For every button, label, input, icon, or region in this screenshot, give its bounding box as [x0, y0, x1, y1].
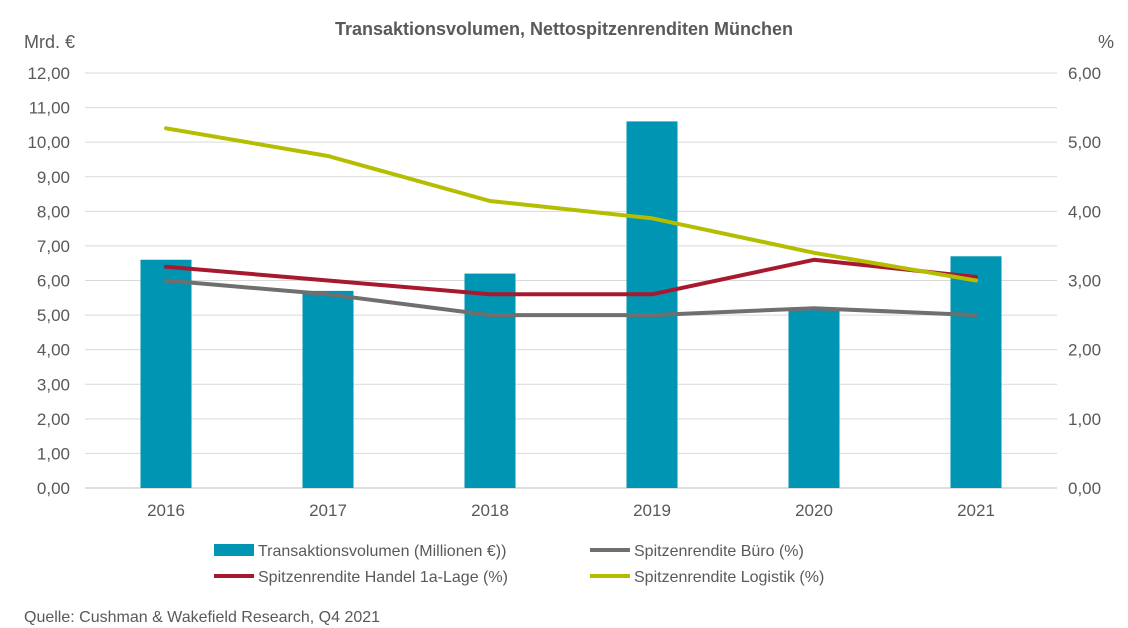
x-tick-label: 2018 [471, 501, 509, 520]
y-left-tick-label: 0,00 [37, 479, 70, 498]
legend-label: Spitzenrendite Logistik (%) [634, 569, 824, 586]
y-right-tick-label: 6,00 [1068, 64, 1101, 83]
y-left-tick-label: 9,00 [37, 168, 70, 187]
y-right-axis: 0,00 1,00 2,00 3,00 4,00 5,00 6,00 [1068, 64, 1101, 498]
y-left-tick-label: 12,00 [27, 64, 70, 83]
source-note: Quelle: Cushman & Wakefield Research, Q4… [24, 609, 380, 626]
y-left-tick-label: 11,00 [29, 99, 70, 118]
x-tick-label: 2017 [309, 501, 347, 520]
bar-series [140, 121, 1002, 489]
y-right-tick-label: 5,00 [1068, 133, 1101, 152]
y-right-tick-label: 1,00 [1068, 410, 1101, 429]
x-tick-label: 2019 [633, 501, 671, 520]
legend-label: Spitzenrendite Handel 1a-Lage (%) [258, 569, 508, 586]
series-line [164, 126, 978, 283]
chart-title: Transaktionsvolumen, Nettospitzenrendite… [335, 19, 793, 39]
y-left-tick-label: 10,00 [27, 133, 70, 152]
legend: Transaktionsvolumen (Millionen €)) Spitze… [214, 543, 824, 586]
series-line [164, 278, 978, 318]
x-tick-label: 2016 [147, 501, 185, 520]
y-left-tick-label: 5,00 [37, 306, 70, 325]
y-right-tick-label: 2,00 [1068, 341, 1101, 360]
y-left-axis: 0,00 1,00 2,00 3,00 4,00 5,00 6,00 7,00 8,00 9,00… [27, 64, 70, 498]
y-left-unit-label: Mrd. € [24, 32, 75, 52]
y-left-tick-label: 2,00 [37, 410, 70, 429]
y-right-tick-label: 3,00 [1068, 272, 1101, 291]
y-right-unit-label: % [1098, 32, 1114, 52]
legend-label: Spitzenrendite Büro (%) [634, 543, 804, 560]
bar [788, 308, 840, 488]
legend-label: Transaktionsvolumen (Millionen €)) [258, 543, 506, 560]
x-tick-label: 2020 [795, 501, 833, 520]
y-left-tick-label: 8,00 [37, 202, 70, 221]
y-right-tick-label: 0,00 [1068, 479, 1101, 498]
bar [626, 121, 678, 489]
y-left-tick-label: 7,00 [37, 237, 70, 256]
bar [950, 256, 1002, 488]
x-axis: 2016 2017 2018 2019 2020 2021 [147, 501, 995, 520]
x-tick-label: 2021 [957, 501, 995, 520]
y-left-tick-label: 6,00 [37, 272, 70, 291]
series-line [164, 257, 978, 297]
line-series [164, 126, 978, 318]
y-left-tick-label: 3,00 [37, 375, 70, 394]
bar [302, 290, 354, 488]
y-right-tick-label: 4,00 [1068, 202, 1101, 221]
y-left-tick-label: 4,00 [37, 341, 70, 360]
gridlines [85, 72, 1057, 489]
y-left-tick-label: 1,00 [37, 444, 70, 463]
bar [140, 259, 192, 488]
bar [464, 273, 516, 488]
legend-swatch [214, 544, 254, 556]
